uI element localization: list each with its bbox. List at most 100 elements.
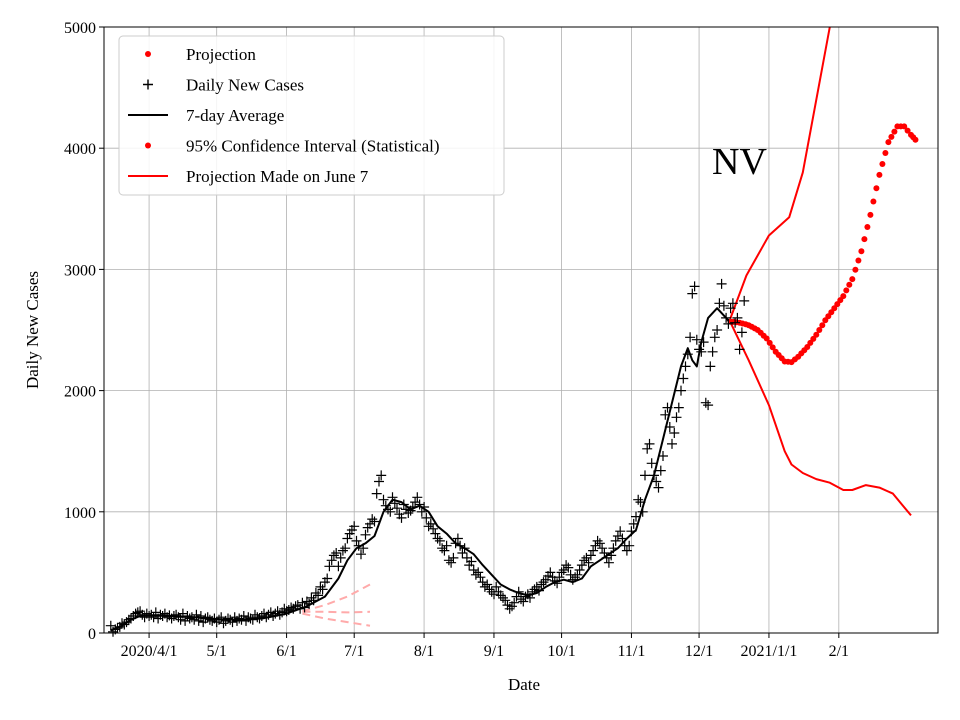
daily-case-marker [342,533,353,544]
daily-case-marker [482,579,493,590]
x-tick-label: 11/1 [618,643,646,660]
daily-case-marker [283,605,294,615]
daily-case-marker [610,535,621,546]
daily-case-marker [698,337,709,348]
legend-marker-dot [145,51,151,57]
daily-case-marker [536,579,547,590]
projection-point [888,133,895,140]
daily-case-marker [552,578,563,589]
legend-marker-dot [145,142,151,149]
daily-case-marker [423,521,434,532]
daily-case-marker [349,521,360,532]
legend-label: Daily New Cases [186,76,304,95]
daily-case-marker [689,281,700,292]
daily-case-marker [195,611,206,621]
daily-case-marker [585,550,596,561]
daily-case-marker [597,543,608,554]
daily-case-marker [671,412,682,423]
daily-case-marker [642,443,653,454]
daily-case-marker [572,569,583,580]
daily-case-marker [653,482,664,493]
daily-case-marker [658,451,668,461]
daily-case-marker [590,540,601,551]
daily-case-marker [326,555,337,566]
daily-case-marker [374,476,384,487]
daily-case-marker [601,552,612,563]
daily-case-marker [716,278,727,289]
daily-case-marker [150,607,161,618]
projection-point [810,335,817,342]
daily-case-marker [387,492,398,503]
daily-case-marker [489,589,499,600]
projection-point [849,276,856,283]
daily-case-marker [637,506,648,517]
daily-case-marker [243,612,254,623]
daily-case-marker [247,614,258,625]
daily-case-marker [479,581,490,592]
daily-case-marker [416,506,427,517]
daily-case-marker [369,516,380,527]
daily-case-marker [376,470,387,481]
y-axis-label: Daily New Cases [23,271,42,389]
daily-case-marker [696,346,707,357]
daily-case-marker [561,560,572,571]
daily-case-marker [439,545,450,556]
daily-case-marker [700,397,711,408]
daily-case-marker [685,332,696,343]
daily-case-marker [563,562,574,573]
daily-case-marker [162,612,173,623]
projection-point [846,281,853,288]
projection-point [864,224,871,230]
y-tick-label: 3000 [64,262,96,279]
daily-case-marker [306,592,317,603]
daily-case-marker [484,584,495,595]
daily-case-marker [468,565,479,575]
daily-case-marker [268,611,279,621]
daily-case-marker [732,312,743,323]
daily-case-marker [308,595,319,606]
daily-case-marker [694,344,705,355]
daily-case-marker [353,540,364,551]
projection-point [769,344,776,351]
daily-case-marker [498,592,508,603]
daily-case-marker [126,613,136,624]
daily-case-marker [588,545,599,556]
daily-case-marker [403,508,414,518]
daily-case-marker [410,497,421,508]
daily-case-marker [130,608,141,619]
projection-point [813,331,820,338]
projection-point [843,287,850,294]
projection-point [873,185,880,192]
x-tick-label: 10/1 [547,643,575,660]
daily-case-marker [437,543,448,554]
projection-point [861,236,868,243]
x-tick-label: 8/1 [414,643,434,660]
daily-case-marker [414,499,425,510]
projection-point [831,305,838,312]
daily-case-marker [385,506,396,517]
y-tick-label: 0 [88,626,96,643]
projection-point [804,344,811,350]
legend-label: 7-day Average [186,106,284,125]
projection-point [825,313,832,320]
daily-case-marker [640,470,650,481]
daily-case-marker [459,543,470,554]
confidence-interval-line [729,322,912,517]
daily-case-marker [599,548,610,558]
daily-case-marker [608,543,619,554]
x-axis-ticks: 2020/4/1 5/1 6/1 7/1 8/1 9/1 10/1 11/1 12/1 2021/… [121,633,849,660]
daily-case-marker [631,511,641,522]
daily-case-marker [475,572,486,583]
daily-case-marker [705,361,716,372]
daily-case-marker [660,409,671,420]
daily-case-marker [491,581,502,592]
daily-case-marker [583,557,594,568]
daily-case-marker [412,492,423,503]
daily-case-marker [594,538,605,549]
daily-case-marker [592,535,603,546]
projection-point [816,327,823,333]
daily-case-marker [556,567,567,578]
daily-case-marker [238,611,249,621]
daily-case-marker [470,569,481,580]
